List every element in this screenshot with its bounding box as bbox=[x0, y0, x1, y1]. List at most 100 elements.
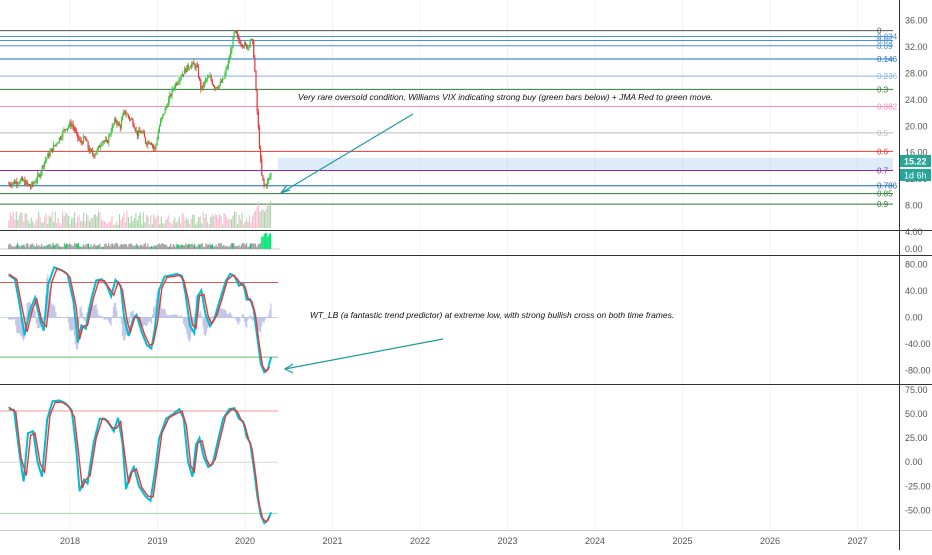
vix-bar bbox=[63, 247, 64, 249]
vix-bar bbox=[246, 243, 247, 249]
volume-bar bbox=[137, 220, 138, 228]
vix-bar bbox=[33, 246, 34, 249]
candle bbox=[231, 48, 232, 50]
volume-bar bbox=[77, 216, 78, 228]
candle bbox=[201, 86, 202, 89]
volume-bar bbox=[114, 225, 115, 228]
wt-hist bbox=[13, 318, 14, 320]
fib-label-0.382: 0.382 bbox=[877, 103, 898, 112]
volume-bar bbox=[23, 222, 24, 228]
price-tick-label: 8.00 bbox=[905, 201, 923, 211]
candle bbox=[74, 127, 75, 130]
vix-bar bbox=[226, 246, 227, 249]
candle bbox=[109, 135, 110, 136]
candle bbox=[185, 68, 186, 72]
vix-bar bbox=[154, 245, 155, 249]
volume-bar bbox=[93, 215, 94, 228]
wt-hist bbox=[224, 310, 225, 318]
vix-bar bbox=[189, 244, 190, 249]
candle bbox=[221, 82, 222, 83]
wt2-tick-label: -50.00 bbox=[905, 506, 931, 516]
candle bbox=[83, 137, 84, 144]
volume-bar bbox=[10, 212, 11, 228]
volume-bar bbox=[67, 214, 68, 228]
candle bbox=[102, 141, 103, 143]
candle bbox=[137, 131, 138, 137]
volume-bar bbox=[47, 224, 48, 228]
volume-bar bbox=[227, 217, 228, 228]
candle bbox=[199, 77, 200, 79]
vix-bar bbox=[223, 245, 224, 249]
volume-bar bbox=[107, 224, 108, 228]
vix-bar bbox=[194, 244, 195, 249]
volume-bar bbox=[188, 220, 189, 228]
volume-bar bbox=[8, 220, 9, 228]
vix-bar bbox=[204, 247, 205, 249]
vix-bar bbox=[135, 245, 136, 249]
candle bbox=[89, 148, 90, 152]
wt-hist bbox=[154, 306, 155, 318]
volume-bar bbox=[238, 215, 239, 228]
vix-bar bbox=[136, 244, 137, 249]
volume-bar bbox=[167, 218, 168, 228]
vix-bar bbox=[211, 245, 212, 249]
candle bbox=[52, 149, 53, 152]
candle bbox=[186, 65, 187, 72]
volume-bar bbox=[195, 225, 196, 228]
wt-hist bbox=[200, 311, 201, 318]
volume-bar bbox=[87, 215, 88, 228]
vix-bar bbox=[266, 233, 267, 249]
volume-bar bbox=[200, 216, 201, 228]
candle bbox=[243, 46, 244, 47]
wt-hist bbox=[19, 318, 20, 334]
fib-label-0.236: 0.236 bbox=[877, 72, 898, 81]
wt-hist bbox=[130, 313, 131, 318]
volume-bar bbox=[171, 224, 172, 228]
candle bbox=[163, 113, 164, 114]
wt-hist bbox=[79, 308, 80, 317]
volume-bar bbox=[150, 215, 151, 228]
candle bbox=[111, 132, 112, 135]
volume-bar bbox=[213, 216, 214, 228]
vix-bar bbox=[37, 246, 38, 249]
vix-bar bbox=[111, 244, 112, 249]
wt2-tick-label: 75.00 bbox=[905, 385, 928, 395]
vix-bar bbox=[66, 244, 67, 249]
vix-bar bbox=[106, 244, 107, 249]
wt-hist bbox=[168, 315, 169, 317]
volume-bar bbox=[119, 214, 120, 228]
volume-bar bbox=[224, 213, 225, 228]
wt-hist bbox=[60, 317, 61, 318]
candle bbox=[150, 143, 151, 144]
vix-bar bbox=[122, 245, 123, 249]
candle bbox=[129, 117, 130, 119]
volume-bar bbox=[156, 216, 157, 228]
volume-bar bbox=[168, 215, 169, 228]
volume-bar bbox=[198, 217, 199, 228]
candle bbox=[148, 142, 149, 144]
vix-bar bbox=[164, 244, 165, 249]
candle bbox=[88, 141, 89, 148]
volume-bar bbox=[129, 223, 130, 228]
volume-bar bbox=[165, 220, 166, 228]
wt2-tick-label: 0.00 bbox=[905, 457, 923, 467]
wt-hist bbox=[100, 316, 101, 318]
vix-bar bbox=[65, 244, 66, 249]
wt-hist bbox=[111, 318, 112, 326]
volume-bar bbox=[161, 217, 162, 228]
volume-bar bbox=[233, 216, 234, 228]
wt-hist bbox=[165, 310, 166, 318]
vix-bar bbox=[75, 243, 76, 249]
wt-hist bbox=[120, 316, 121, 317]
candle bbox=[192, 62, 193, 64]
candle bbox=[71, 124, 72, 126]
vix-bar bbox=[78, 243, 79, 249]
volume-bar bbox=[110, 221, 111, 228]
volume-bar bbox=[108, 222, 109, 228]
vix-bar bbox=[54, 245, 55, 249]
candle bbox=[14, 182, 15, 184]
volume-bar bbox=[50, 217, 51, 228]
volume-bar bbox=[123, 213, 124, 228]
